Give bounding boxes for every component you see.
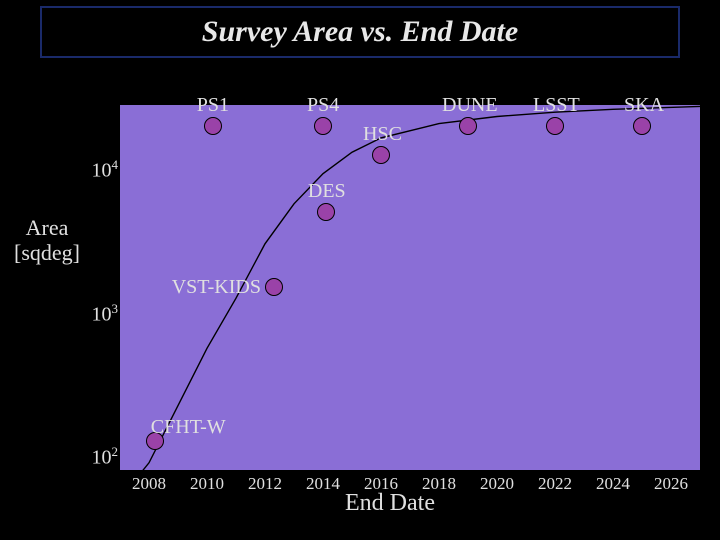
x-tick: 2008 [124,474,174,494]
x-tick: 2026 [646,474,696,494]
title-container: Survey Area vs. End Date [40,6,680,58]
y-axis-label: Area [sqdeg] [2,215,92,266]
y-tick: 103 [80,301,118,327]
ytick-base: 10 [92,446,112,468]
y-tick: 104 [80,157,118,183]
ytick-base: 10 [92,303,112,325]
survey-label: SKA [624,94,664,117]
survey-marker [265,278,283,296]
x-tick: 2010 [182,474,232,494]
survey-marker [546,117,564,135]
ylabel-line-2: [sqdeg] [14,240,80,265]
ylabel-line-1: Area [26,215,69,240]
x-tick: 2024 [588,474,638,494]
x-tick: 2016 [356,474,406,494]
x-tick: 2014 [298,474,348,494]
survey-label: DUNE [442,94,498,117]
curve-path [120,106,700,498]
survey-marker [459,117,477,135]
x-tick: 2018 [414,474,464,494]
ytick-exp: 3 [112,301,119,316]
x-axis-label: End Date [300,490,480,517]
survey-label: PS1 [197,94,229,117]
survey-label: PS4 [307,94,339,117]
survey-label: CFHT-W [151,416,226,439]
survey-label: DES [308,180,346,203]
survey-marker [314,117,332,135]
survey-marker [633,117,651,135]
x-tick: 2022 [530,474,580,494]
ytick-exp: 2 [112,444,119,459]
survey-marker [204,117,222,135]
survey-marker [372,146,390,164]
ytick-base: 10 [92,160,112,182]
survey-label: HSC [363,123,402,146]
survey-label: VST-KIDS [172,276,261,299]
y-tick: 102 [80,444,118,470]
x-tick: 2012 [240,474,290,494]
x-tick: 2020 [472,474,522,494]
survey-label: LSST [533,94,580,117]
ytick-exp: 4 [112,157,119,172]
survey-marker [317,203,335,221]
chart-title: Survey Area vs. End Date [202,15,518,49]
